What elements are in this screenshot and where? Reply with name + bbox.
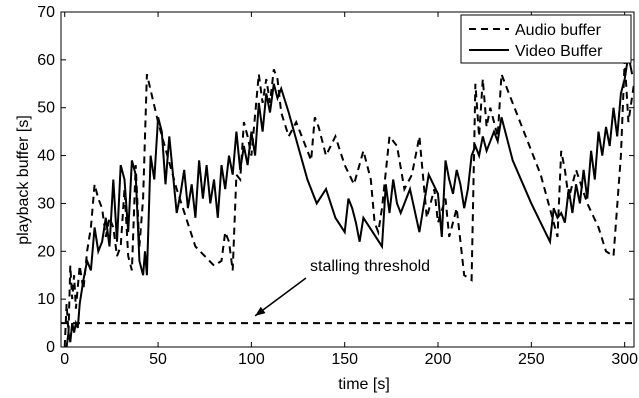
y-tick-label: 40 <box>37 148 55 165</box>
x-tick-label: 0 <box>60 351 69 368</box>
series-line-audio <box>63 59 634 347</box>
series-line-video <box>65 54 634 347</box>
x-tick-label: 50 <box>149 351 167 368</box>
y-tick-label: 30 <box>37 195 55 212</box>
y-tick-label: 70 <box>37 4 55 21</box>
x-tick-label: 300 <box>611 351 638 368</box>
x-tick-label: 200 <box>425 351 452 368</box>
x-tick-label: 100 <box>238 351 265 368</box>
y-axis-label: playback buffer [s] <box>15 115 32 245</box>
x-axis-label: time [s] <box>338 376 390 393</box>
legend-label-video: Video Buffer <box>515 43 603 60</box>
y-tick-label: 0 <box>46 339 55 356</box>
x-tick-label: 250 <box>518 351 545 368</box>
y-tick-label: 10 <box>37 291 55 308</box>
y-tick-label: 20 <box>37 243 55 260</box>
plot-frame <box>60 11 635 348</box>
annotation-label: stalling threshold <box>310 258 430 275</box>
annotation-arrowhead <box>255 306 266 316</box>
x-tick-label: 150 <box>331 351 358 368</box>
y-tick-label: 60 <box>37 52 55 69</box>
y-tick-label: 50 <box>37 100 55 117</box>
annotation-arrow <box>254 277 307 317</box>
legend-box <box>460 14 632 64</box>
legend-label-audio: Audio buffer <box>515 22 602 39</box>
